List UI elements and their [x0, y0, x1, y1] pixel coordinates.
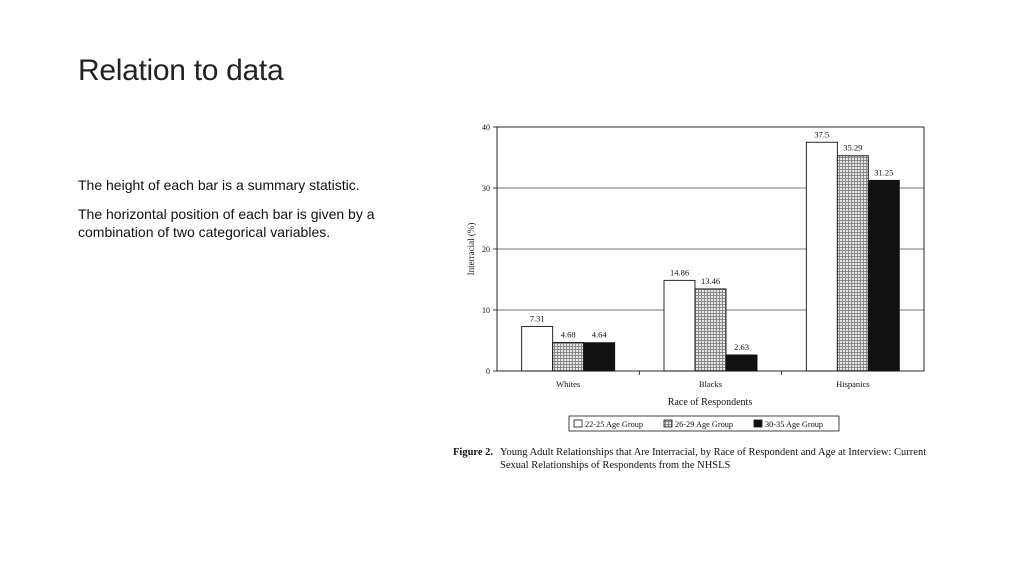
bullet-list: The height of each bar is a summary stat…	[78, 176, 398, 252]
y-tick-label: 0	[486, 367, 490, 376]
x-tick-labels: Whites Blacks Hispanics	[556, 371, 870, 389]
bar-value-label: 2.63	[734, 342, 749, 352]
bar-chart: 7.31 4.68 4.64 14.86 13.46 2.63 37.5 35.29 31.25…	[453, 123, 926, 471]
legend-entry: 30-35 Age Group	[765, 420, 823, 429]
legend-swatch	[663, 419, 673, 428]
y-tick-label: 20	[482, 245, 490, 254]
bar	[725, 354, 758, 372]
x-axis-label: Race of Respondents	[668, 397, 753, 408]
bar	[867, 179, 900, 372]
y-tick-label: 40	[482, 123, 490, 132]
bar-value-label: 31.25	[874, 167, 893, 177]
bar-value-label: 14.86	[670, 267, 689, 277]
legend: 22-25 Age Group 26-29 Age Group 30-35 Age …	[568, 415, 840, 432]
y-axis-label: Interracial (%)	[466, 223, 476, 276]
bars	[521, 141, 900, 372]
caption-line-2: Sexual Relationships of Respondents from…	[500, 460, 731, 471]
bar-value-label: 4.64	[592, 330, 608, 340]
bar-value-label: 13.46	[701, 276, 720, 286]
legend-entry: 26-29 Age Group	[675, 420, 733, 429]
x-tick-label: Whites	[556, 379, 580, 389]
legend-entry: 22-25 Age Group	[585, 420, 643, 429]
bar-value-label: 4.68	[561, 329, 576, 339]
y-tick-label: 30	[482, 184, 490, 193]
y-tick-labels: 0 10 20 30 40	[482, 123, 497, 376]
slide-title: Relation to data	[78, 54, 284, 87]
bar-value-label: 37.5	[814, 129, 829, 139]
bar	[583, 342, 616, 372]
bar	[694, 288, 727, 372]
x-tick-label: Hispanics	[836, 379, 870, 389]
bar-value-label: 7.31	[530, 313, 545, 323]
bullet-item-1: The height of each bar is a summary stat…	[78, 177, 360, 193]
bar	[521, 325, 554, 372]
bar	[805, 141, 838, 372]
legend-swatch	[753, 419, 763, 428]
bar	[663, 279, 696, 372]
bar-value-label: 35.29	[843, 143, 862, 153]
y-tick-label: 10	[482, 306, 490, 315]
x-tick-label: Blacks	[699, 379, 722, 389]
bar-labels: 7.31 4.68 4.64 14.86 13.46 2.63 37.5 35.29 31.25	[530, 129, 894, 352]
caption-label: Figure 2.	[453, 447, 493, 458]
legend-swatch	[573, 419, 583, 428]
bar	[836, 155, 869, 372]
caption-line-1: Young Adult Relationships that Are Inter…	[500, 447, 926, 458]
bar	[552, 342, 585, 372]
legend-box	[568, 415, 840, 432]
bullet-item-2: The horizontal position of each bar is g…	[78, 206, 375, 240]
